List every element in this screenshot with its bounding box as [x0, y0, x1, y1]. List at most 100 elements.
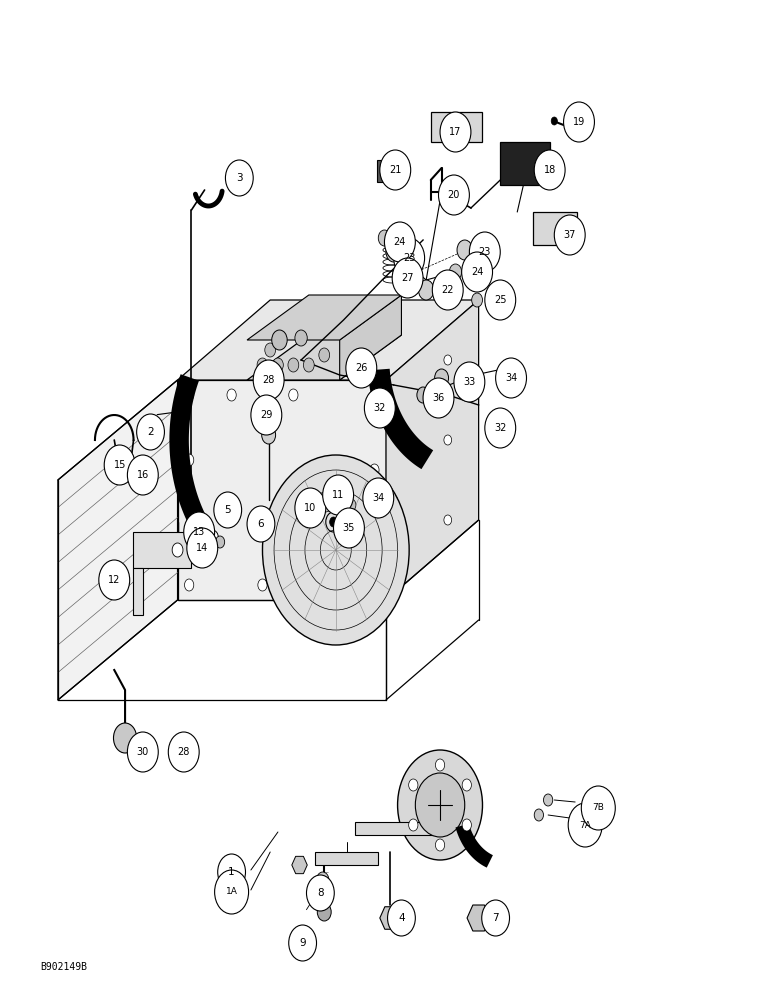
Text: 21: 21 [389, 165, 401, 175]
Circle shape [317, 903, 331, 921]
Circle shape [258, 579, 267, 591]
Circle shape [253, 360, 284, 400]
Circle shape [435, 759, 445, 771]
Circle shape [370, 579, 379, 591]
Circle shape [130, 473, 141, 487]
Polygon shape [178, 380, 386, 600]
Text: B902149B: B902149B [40, 962, 87, 972]
Circle shape [390, 575, 398, 585]
Circle shape [378, 230, 391, 246]
Text: 27: 27 [401, 273, 414, 283]
Circle shape [386, 242, 401, 262]
Circle shape [218, 854, 245, 890]
Text: 5: 5 [225, 505, 231, 515]
Circle shape [534, 809, 543, 821]
Text: 34: 34 [372, 493, 384, 503]
Polygon shape [292, 856, 307, 874]
Text: 9: 9 [300, 938, 306, 948]
Circle shape [323, 475, 354, 515]
Text: 32: 32 [374, 403, 386, 413]
Text: 37: 37 [564, 230, 576, 240]
Circle shape [462, 819, 472, 831]
Circle shape [319, 348, 330, 362]
Circle shape [469, 232, 500, 272]
Polygon shape [377, 160, 394, 182]
Circle shape [187, 528, 218, 568]
Circle shape [390, 495, 398, 505]
Circle shape [564, 102, 594, 142]
Text: 30: 30 [137, 747, 149, 757]
Circle shape [247, 506, 275, 542]
Text: 23: 23 [403, 253, 415, 263]
Circle shape [462, 779, 472, 791]
Text: 33: 33 [463, 377, 476, 387]
Text: 7A: 7A [579, 820, 591, 830]
Circle shape [435, 369, 449, 387]
Circle shape [206, 530, 218, 546]
Text: 19: 19 [573, 117, 585, 127]
Text: 2: 2 [147, 427, 154, 437]
Circle shape [295, 488, 326, 528]
Polygon shape [315, 852, 378, 865]
Circle shape [295, 330, 307, 346]
Circle shape [417, 387, 429, 403]
Text: 4: 4 [398, 913, 405, 923]
Circle shape [485, 280, 516, 320]
Circle shape [185, 389, 194, 401]
Circle shape [554, 215, 585, 255]
Circle shape [534, 150, 565, 190]
Polygon shape [58, 380, 178, 700]
Circle shape [364, 388, 395, 428]
Circle shape [261, 395, 276, 415]
Text: 25: 25 [494, 295, 506, 305]
Circle shape [432, 270, 463, 310]
Text: 7: 7 [493, 913, 499, 923]
Circle shape [137, 414, 164, 450]
Polygon shape [247, 295, 401, 340]
Circle shape [543, 794, 553, 806]
Text: 18: 18 [543, 165, 556, 175]
Circle shape [370, 389, 379, 401]
Text: 12: 12 [108, 575, 120, 585]
Circle shape [370, 464, 379, 476]
Circle shape [568, 803, 602, 847]
Circle shape [334, 508, 364, 548]
Text: 29: 29 [260, 410, 273, 420]
Text: 28: 28 [178, 747, 190, 757]
Polygon shape [247, 335, 401, 380]
Text: 24: 24 [394, 237, 406, 247]
Polygon shape [500, 142, 550, 185]
Text: 20: 20 [448, 190, 460, 200]
Text: 34: 34 [505, 373, 517, 383]
Circle shape [127, 732, 158, 772]
Circle shape [262, 455, 409, 645]
Circle shape [408, 779, 418, 791]
Polygon shape [431, 112, 482, 142]
Text: 23: 23 [479, 247, 491, 257]
Text: 1A: 1A [225, 888, 238, 896]
Circle shape [472, 293, 482, 307]
Circle shape [435, 839, 445, 851]
Text: 10: 10 [304, 503, 317, 513]
Polygon shape [133, 568, 143, 615]
Circle shape [330, 517, 337, 527]
Polygon shape [467, 905, 490, 931]
Circle shape [289, 925, 317, 961]
Text: 24: 24 [471, 267, 483, 277]
Text: 11: 11 [332, 490, 344, 500]
Text: 3: 3 [236, 173, 242, 183]
Text: 36: 36 [432, 393, 445, 403]
Circle shape [262, 426, 276, 444]
Circle shape [384, 222, 415, 262]
Circle shape [257, 358, 268, 372]
Circle shape [363, 478, 394, 518]
Circle shape [398, 750, 482, 860]
Polygon shape [178, 300, 479, 380]
Circle shape [273, 358, 283, 372]
Circle shape [168, 732, 199, 772]
Polygon shape [355, 822, 440, 835]
Polygon shape [386, 300, 479, 600]
Circle shape [462, 252, 493, 292]
Circle shape [215, 870, 249, 914]
Circle shape [272, 330, 287, 350]
